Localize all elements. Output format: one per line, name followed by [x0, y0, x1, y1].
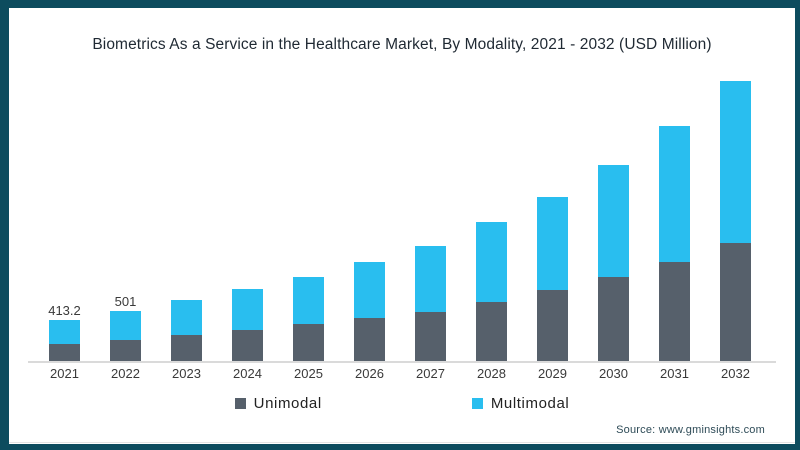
bar-segment-multimodal: [598, 164, 629, 277]
bar-group-2023: [156, 61, 217, 361]
x-axis-label: 2028: [477, 366, 506, 381]
bar-group-2026: [339, 61, 400, 361]
legend-label: Multimodal: [490, 395, 570, 412]
plot-area: 413.2 501: [34, 61, 766, 361]
bar-segment-unimodal: [354, 318, 385, 361]
legend: Unimodal Multimodal: [9, 395, 795, 412]
legend-item-multimodal: Multimodal: [471, 395, 570, 412]
bar-group-2032: [705, 61, 766, 361]
bar-group-2025: [278, 61, 339, 361]
bar-group-2024: [217, 61, 278, 361]
legend-swatch-multimodal: [471, 398, 483, 409]
x-axis-label: 2027: [416, 366, 445, 381]
chart-title: Biometrics As a Service in the Healthcar…: [92, 36, 712, 53]
legend-swatch-unimodal: [234, 398, 246, 409]
chart-card: Biometrics As a Service in the Healthcar…: [9, 8, 795, 444]
bar-segment-multimodal: [476, 222, 507, 302]
bar-segment-multimodal: [49, 319, 80, 344]
bar-value-label: 413.2: [48, 302, 81, 318]
bar-segment-unimodal: [659, 261, 690, 361]
x-axis-label: 2031: [660, 366, 689, 381]
legend-item-unimodal: Unimodal: [234, 395, 322, 412]
bar-segment-multimodal: [354, 262, 385, 318]
bar-segment-unimodal: [171, 334, 202, 361]
bar-group-2022: 501: [95, 61, 156, 361]
bar-segment-unimodal: [415, 311, 446, 361]
bar-segment-multimodal: [537, 196, 568, 290]
legend-label: Unimodal: [253, 395, 322, 412]
bar-group-2031: [644, 61, 705, 361]
x-axis-label: 2029: [538, 366, 567, 381]
bar-segment-unimodal: [49, 343, 80, 361]
x-axis-label: 2032: [721, 366, 750, 381]
bar-value-label: 501: [114, 293, 137, 309]
x-axis-label: 2024: [233, 366, 262, 381]
bar-segment-unimodal: [598, 276, 629, 361]
bar-segment-multimodal: [720, 80, 751, 243]
bar-segment-unimodal: [110, 339, 141, 361]
source-attribution: Source: www.gminsights.com: [616, 424, 765, 436]
x-axis-label: 2025: [294, 366, 323, 381]
x-axis-label: 2022: [111, 366, 140, 381]
bar-segment-unimodal: [293, 324, 324, 361]
bar-group-2021: 413.2: [34, 61, 95, 361]
bar-segment-multimodal: [293, 276, 324, 324]
x-axis-line: [28, 361, 776, 363]
bar-segment-unimodal: [537, 290, 568, 361]
x-axis-label: 2023: [172, 366, 201, 381]
bar-segment-multimodal: [415, 246, 446, 312]
bar-group-2029: [522, 61, 583, 361]
bar-segment-unimodal: [232, 330, 263, 361]
bar-segment-multimodal: [171, 299, 202, 335]
x-axis-label: 2026: [355, 366, 384, 381]
x-axis-label: 2021: [50, 366, 79, 381]
bar-segment-unimodal: [720, 242, 751, 361]
bar-segment-multimodal: [232, 288, 263, 330]
bar-group-2030: [583, 61, 644, 361]
bar-group-2027: [400, 61, 461, 361]
x-axis-labels: 2021 2022 2023 2024 2025 2026 2027 2028 2029 2030…: [34, 366, 766, 382]
x-axis-label: 2030: [599, 366, 628, 381]
bar-group-2028: [461, 61, 522, 361]
bar-segment-multimodal: [110, 310, 141, 340]
bar-segment-multimodal: [659, 126, 690, 262]
bar-segment-unimodal: [476, 302, 507, 361]
